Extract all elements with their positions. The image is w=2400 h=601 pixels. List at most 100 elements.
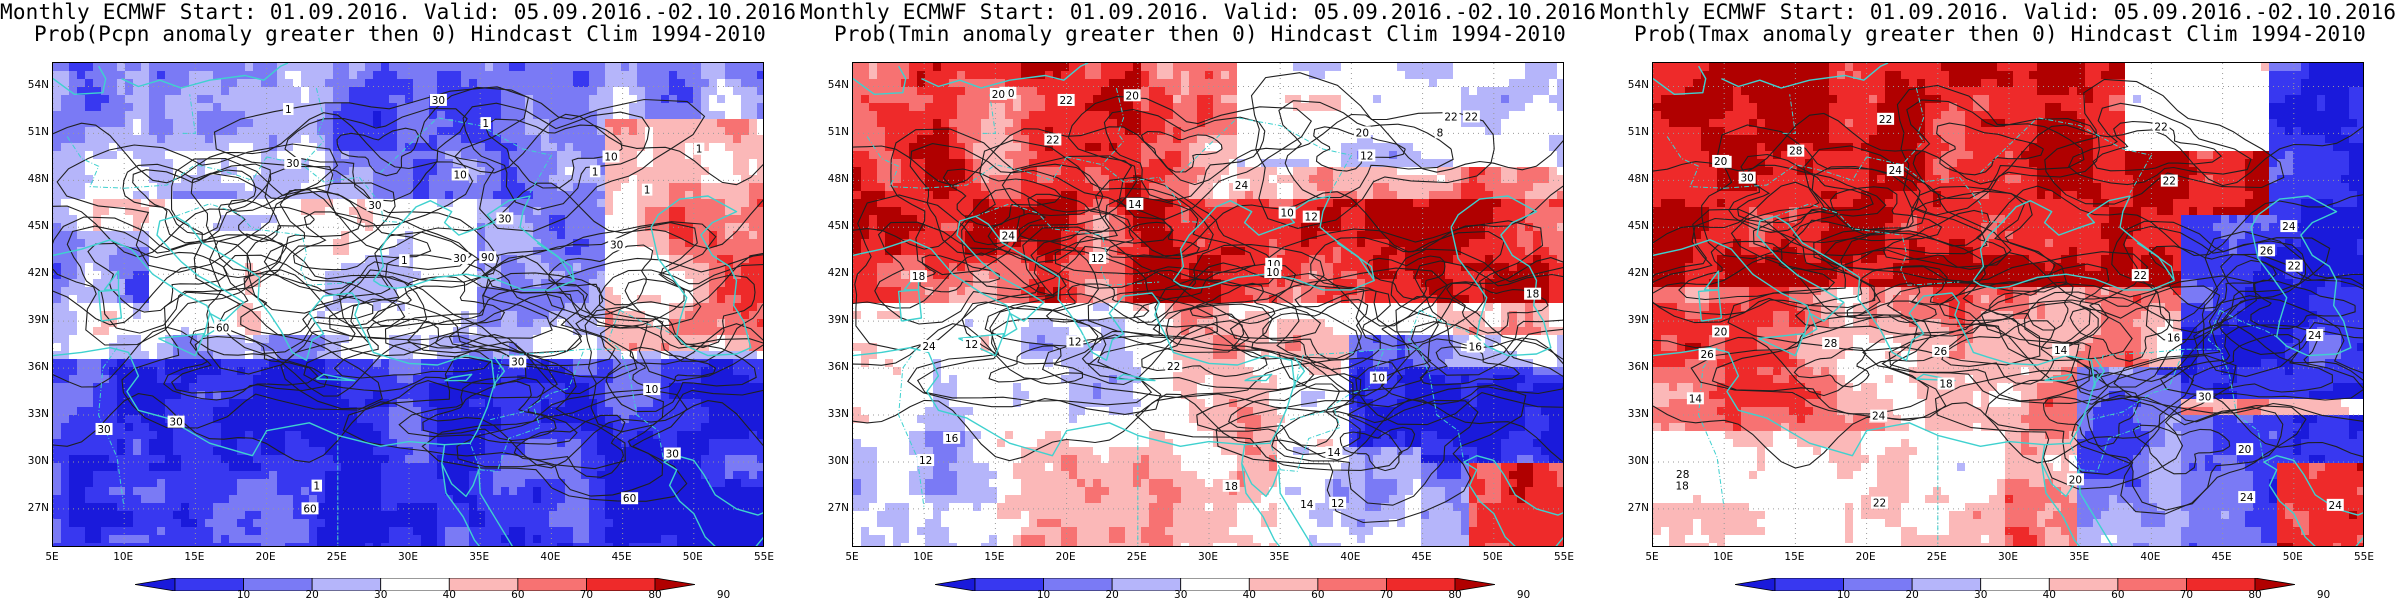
contour-label: 10: [453, 169, 466, 181]
contour-label: 24: [2329, 500, 2343, 512]
colorbar-label: 30: [1971, 589, 1991, 601]
contour-label: 12: [1091, 253, 1104, 265]
lat-tick-label: 51N: [1623, 126, 1649, 138]
contour-label: 20: [1714, 156, 1727, 168]
contour-label: 22: [1873, 498, 1886, 510]
contour-label: 30: [169, 417, 182, 429]
contour-label: 1: [592, 166, 599, 178]
lat-tick-label: 54N: [1623, 79, 1649, 91]
panel-title-line1: Monthly ECMWF Start: 01.09.2016. Valid: …: [0, 0, 800, 24]
lon-tick-label: 25E: [1122, 551, 1152, 563]
lon-tick-label: 45E: [1407, 551, 1437, 563]
lon-tick-label: 50E: [2278, 551, 2308, 563]
lon-tick-label: 55E: [1549, 551, 1579, 563]
contour-label: 8: [1437, 127, 1444, 139]
lat-tick-label: 39N: [823, 314, 849, 326]
contour-label: 16: [2167, 332, 2181, 344]
probability-field: [1653, 63, 2364, 547]
lon-tick-label: 20E: [251, 551, 281, 563]
colorbar-label: 90: [714, 589, 734, 601]
map-svg: 2018181622202218141422242824222620222428…: [1653, 63, 2364, 547]
contour-label: 16: [945, 433, 959, 445]
lon-tick-label: 35E: [1264, 551, 1294, 563]
lat-tick-label: 45N: [23, 220, 49, 232]
contour-label: 30: [97, 424, 110, 436]
colorbar: [135, 578, 695, 591]
colorbar-label: 70: [1376, 589, 1396, 601]
contour-label: 30: [610, 239, 623, 251]
contour-label: 1: [285, 104, 292, 116]
contour-label: 20: [992, 89, 1005, 101]
contour-label: 26: [1700, 349, 1714, 361]
contour-label: 22: [2288, 261, 2301, 273]
contour-label: 22: [2154, 121, 2167, 133]
contour-label: 12: [1068, 336, 1081, 348]
contour-label: 20: [2238, 444, 2251, 456]
contour-label: 24: [1872, 411, 1886, 423]
contour-label: 24: [1002, 231, 1016, 243]
lat-tick-label: 33N: [823, 408, 849, 420]
panel-title-line2: Prob(Tmin anomaly greater then 0) Hindca…: [800, 22, 1600, 46]
contour-label: 30: [432, 95, 445, 107]
map-svg: 1212101010121412141612814121210182220202…: [853, 63, 1564, 547]
lat-tick-label: 48N: [23, 173, 49, 185]
lat-tick-label: 30N: [823, 455, 849, 467]
colorbar-label: 60: [508, 589, 528, 601]
contour-label: 24: [1889, 165, 1903, 177]
contour-label: 12: [919, 455, 932, 467]
colorbar-label: 40: [1239, 589, 1259, 601]
lon-tick-label: 30E: [393, 551, 423, 563]
lon-tick-label: 25E: [322, 551, 352, 563]
contour-label: 24: [2308, 330, 2322, 342]
contour-label: 18: [1939, 379, 1952, 391]
lat-tick-label: 33N: [1623, 408, 1649, 420]
lat-tick-label: 39N: [23, 314, 49, 326]
contour-label: 22: [1167, 361, 1180, 373]
panel-title-line1: Monthly ECMWF Start: 01.09.2016. Valid: …: [800, 0, 1600, 24]
colorbar-label: 30: [1171, 589, 1191, 601]
contour-label: 28: [1789, 146, 1802, 158]
colorbar-segment: [1735, 578, 1775, 591]
lat-tick-label: 45N: [823, 220, 849, 232]
contour-label: 22: [1059, 95, 1072, 107]
lat-tick-label: 54N: [823, 79, 849, 91]
contour-label: 14: [2054, 345, 2068, 357]
lon-tick-label: 50E: [1478, 551, 1508, 563]
contour-label: 22: [1879, 114, 1892, 126]
colorbar-label: 20: [1902, 589, 1922, 601]
contour-label: 18: [1225, 481, 1238, 493]
contour-label: 14: [1300, 499, 1314, 511]
contour-label: 30: [498, 213, 511, 225]
lon-tick-label: 15E: [179, 551, 209, 563]
lon-tick-label: 55E: [2349, 551, 2379, 563]
contour-label: 22: [2163, 176, 2176, 188]
colorbar-label: 60: [2108, 589, 2128, 601]
lon-tick-label: 55E: [749, 551, 779, 563]
contour-label: 24: [2282, 221, 2296, 233]
colorbar-label: 80: [2245, 589, 2265, 601]
contour-label: 14: [1689, 393, 1703, 405]
lon-tick-label: 30E: [1993, 551, 2023, 563]
lon-tick-label: 45E: [2207, 551, 2237, 563]
contour-label: 1: [644, 185, 651, 197]
lat-tick-label: 48N: [1623, 173, 1649, 185]
lon-tick-label: 40E: [2135, 551, 2165, 563]
probability-field: [53, 63, 764, 547]
contour-label: 90: [481, 252, 494, 264]
colorbar-label: 20: [302, 589, 322, 601]
contour-label: 26: [1934, 346, 1948, 358]
lon-tick-label: 5E: [1637, 551, 1667, 563]
contour-label: 26: [2260, 245, 2274, 257]
contour-label: 1: [696, 144, 703, 156]
lat-tick-label: 36N: [823, 361, 849, 373]
lon-tick-label: 25E: [1922, 551, 1952, 563]
contour-label: 1: [401, 255, 408, 267]
colorbar-label: 90: [2314, 589, 2334, 601]
contour-label: 10: [1372, 373, 1385, 385]
lat-tick-label: 27N: [1623, 502, 1649, 514]
lat-tick-label: 33N: [23, 408, 49, 420]
colorbar-label: 10: [1034, 589, 1054, 601]
lon-tick-label: 20E: [1851, 551, 1881, 563]
